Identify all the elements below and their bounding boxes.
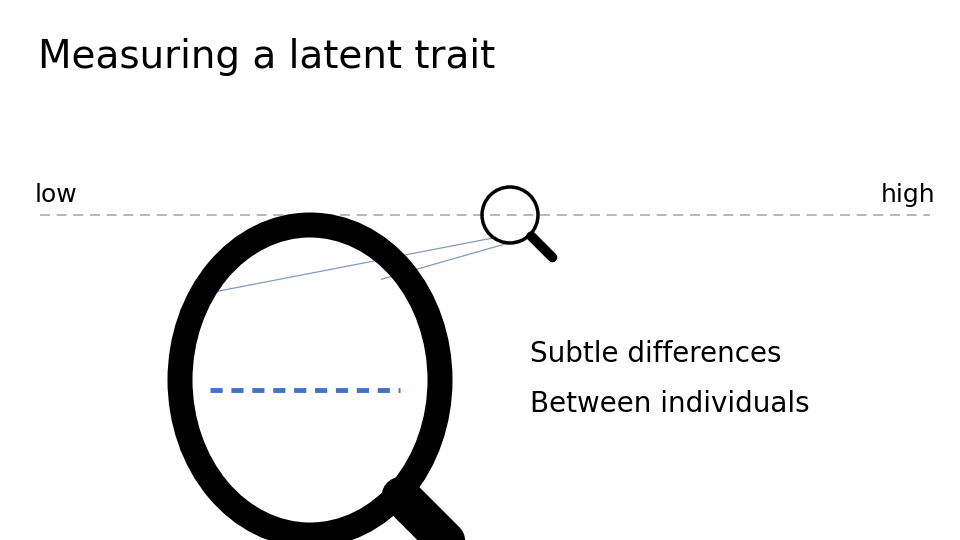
Text: high: high	[880, 183, 935, 207]
Text: Measuring a latent trait: Measuring a latent trait	[38, 38, 495, 76]
Text: Between individuals: Between individuals	[530, 390, 809, 418]
Text: Subtle differences: Subtle differences	[530, 340, 781, 368]
Text: low: low	[35, 183, 78, 207]
